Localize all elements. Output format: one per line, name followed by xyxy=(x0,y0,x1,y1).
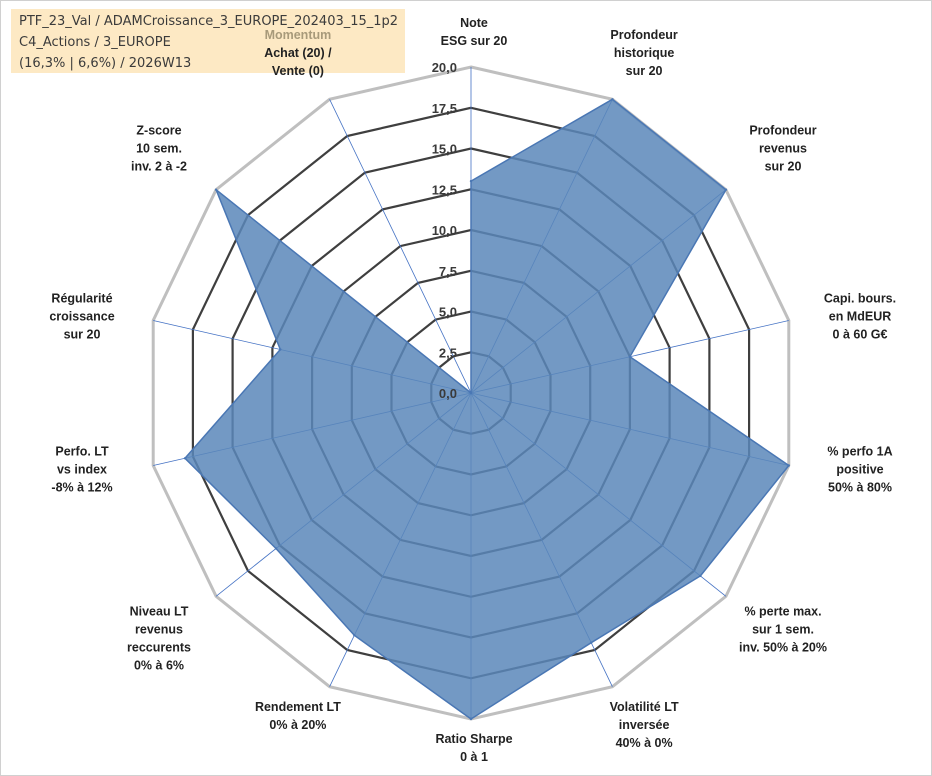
data-point xyxy=(628,355,632,358)
tick-label: 15,0 xyxy=(432,142,457,157)
axis-label: Rendement LT 0% à 20% xyxy=(255,700,341,732)
portfolio-category: C4_Actions / 3_EUROPE xyxy=(19,35,171,50)
axis-label: Profondeur revenus sur 20 xyxy=(749,124,816,174)
data-point xyxy=(469,717,473,721)
axis-label: Volatilité LT inversée 40% à 0% xyxy=(610,700,679,750)
tick-label: 5,0 xyxy=(439,305,457,320)
portfolio-info-box: PTF_23_Val / ADAMCroissance_3_EUROPE_202… xyxy=(11,9,405,73)
data-point xyxy=(724,188,728,191)
axis-label: Capi. bours. en MdEUR 0 à 60 G€ xyxy=(824,292,896,342)
portfolio-stats: (16,3% | 6,6%) / 2026W13 xyxy=(19,56,192,71)
tick-label: 7,5 xyxy=(439,264,457,279)
data-point xyxy=(279,348,282,351)
tick-label: 10,0 xyxy=(432,223,457,238)
axis-label: Z-score 10 sem. inv. 2 à -2 xyxy=(131,124,187,174)
tick-label: 0,0 xyxy=(439,386,457,401)
data-point xyxy=(699,574,702,578)
tick-label: 20,0 xyxy=(432,60,457,75)
data-point xyxy=(274,547,278,550)
axis-label: Régularité croissance sur 20 xyxy=(49,292,114,342)
data-point xyxy=(214,188,218,191)
axis-label: Note ESG sur 20 xyxy=(441,16,508,48)
data-point xyxy=(611,98,614,101)
spoke-line xyxy=(329,99,472,394)
tick-label: 2,5 xyxy=(439,345,457,360)
axis-label: Ratio Sharpe 0 à 1 xyxy=(435,732,512,764)
axis-label: Momentum Achat (20) / Vente (0) xyxy=(264,28,332,78)
portfolio-name: PTF_23_Val / ADAMCroissance_3_EUROPE_202… xyxy=(19,14,399,29)
tick-label: 17,5 xyxy=(432,101,457,116)
data-point xyxy=(787,464,790,467)
axis-label: % perfo 1A positive 50% à 80% xyxy=(827,445,892,495)
axis-label: % perte max. sur 1 sem. inv. 50% à 20% xyxy=(739,605,827,655)
data-point xyxy=(590,641,593,644)
data-point xyxy=(353,634,356,637)
tick-label: 12,5 xyxy=(432,182,457,197)
data-point xyxy=(469,179,473,183)
data-point xyxy=(183,457,187,460)
data-point xyxy=(469,391,473,395)
axis-label: Perfo. LT vs index -8% à 12% xyxy=(51,445,112,495)
axis-label: Niveau LT revenus reccurents 0% à 6% xyxy=(127,605,191,673)
axis-label: Profondeur historique sur 20 xyxy=(610,28,677,78)
